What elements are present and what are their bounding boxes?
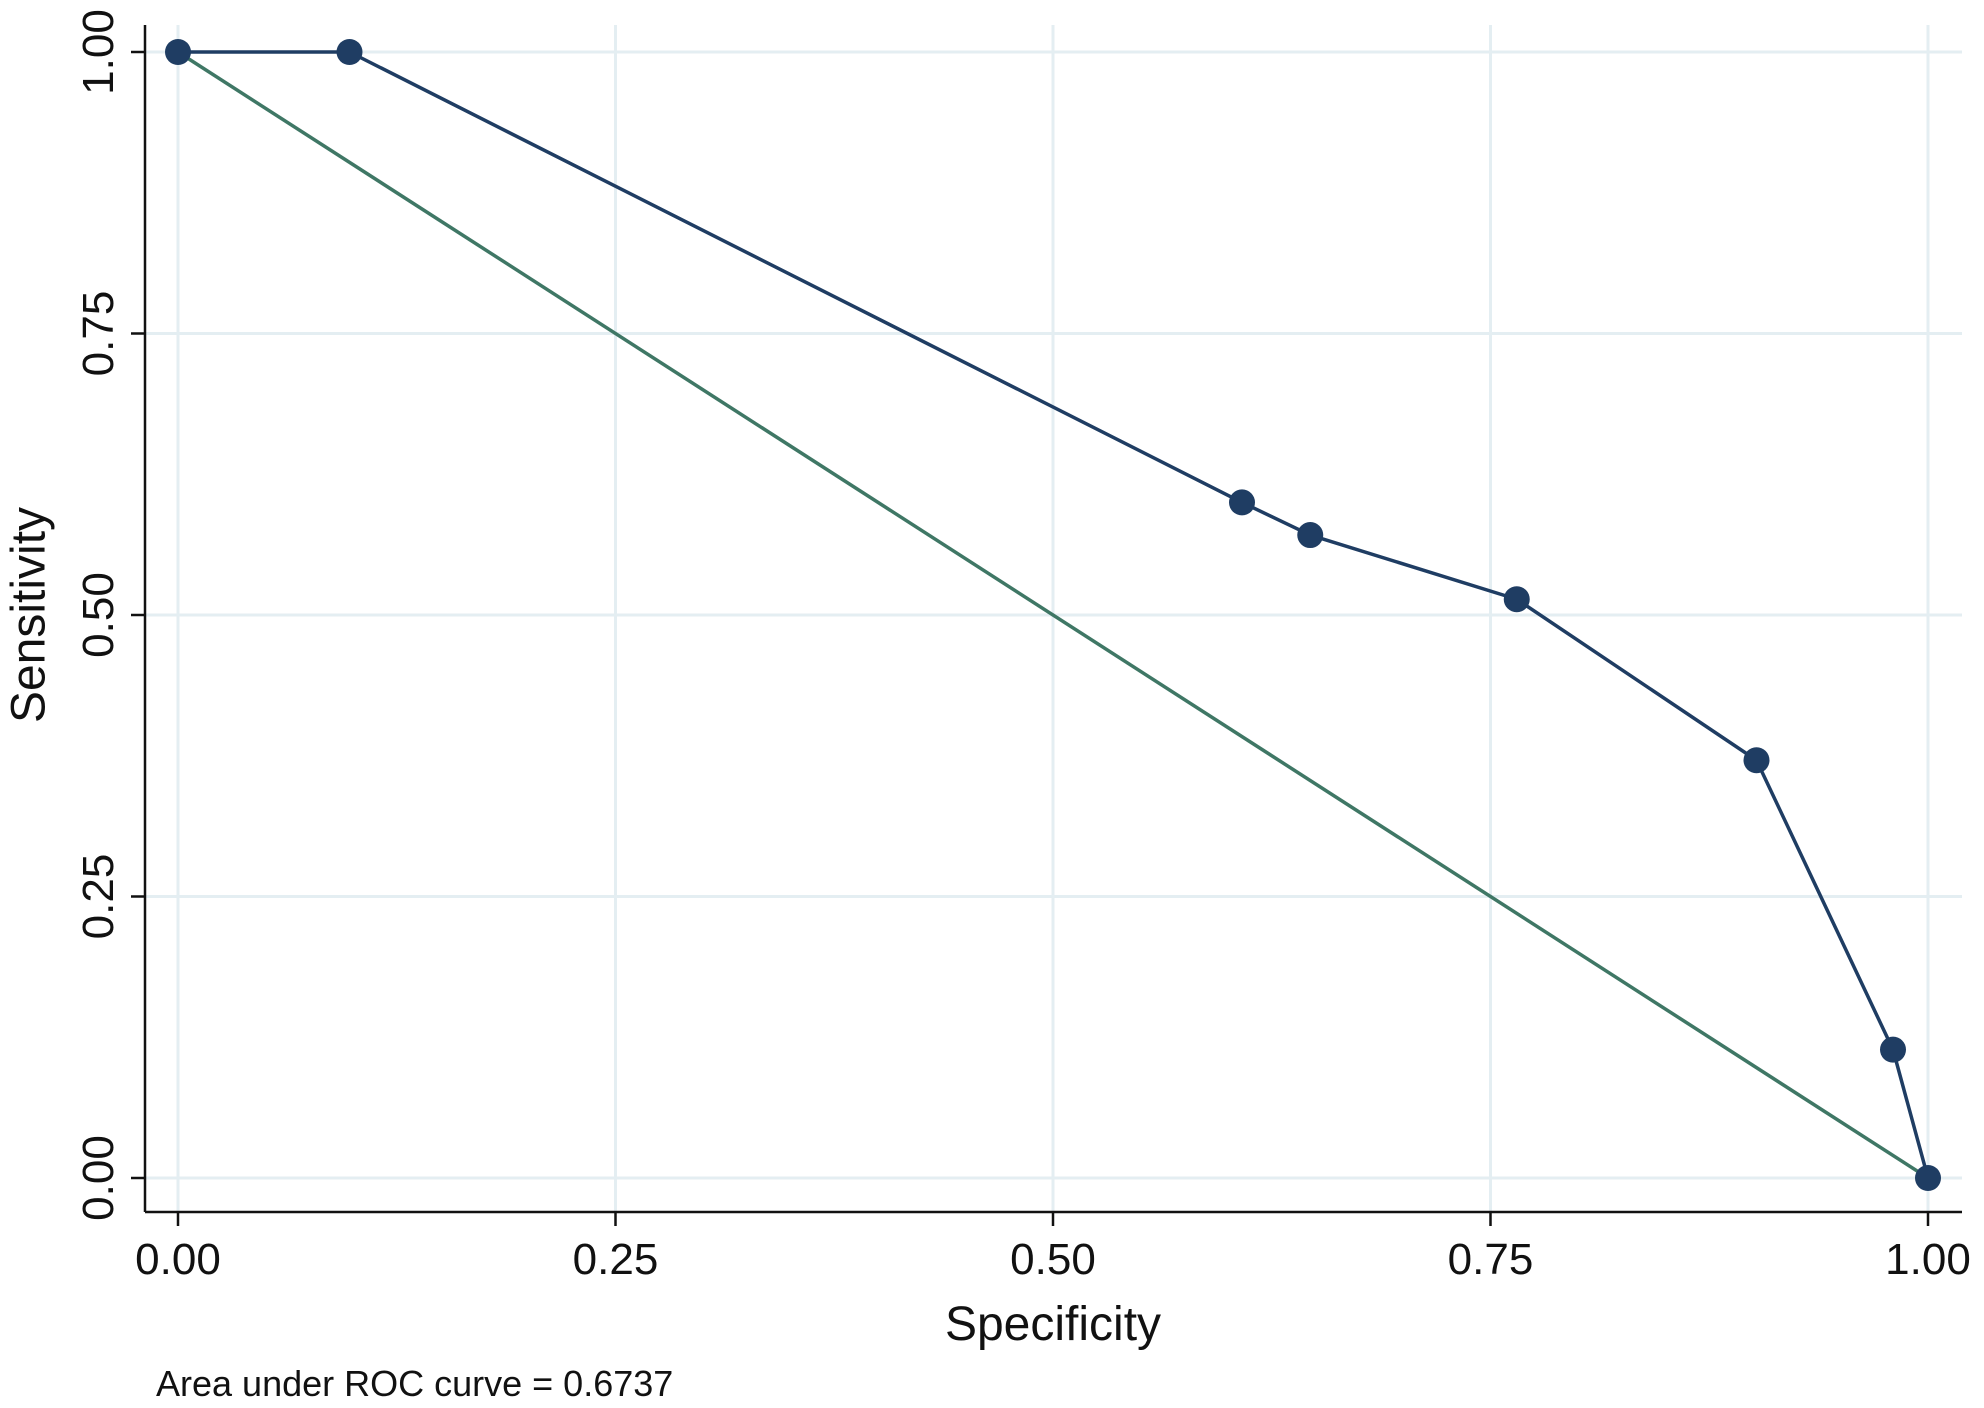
roc-point <box>1915 1165 1941 1191</box>
y-tick-label: 1.00 <box>74 9 123 95</box>
roc-point <box>1503 586 1530 613</box>
y-axis-title: Sensitivity <box>3 507 56 723</box>
roc-curve-line <box>178 50 1930 1179</box>
x-axis-ticks: 0.00 0.25 0.50 0.75 1.00 <box>135 1212 1971 1284</box>
y-tick-label: 0.75 <box>74 291 123 377</box>
roc-point <box>336 39 363 65</box>
grid-lines <box>145 25 1962 1212</box>
x-tick-label: 0.25 <box>573 1235 659 1284</box>
roc-point <box>1297 522 1324 549</box>
y-axis-ticks: 0.00 0.25 0.50 0.75 1.00 <box>74 9 145 1221</box>
y-tick-label: 0.00 <box>74 1135 123 1221</box>
auc-annotation: Area under ROC curve = 0.6737 <box>156 1363 673 1404</box>
x-tick-label: 0.75 <box>1448 1235 1534 1284</box>
roc-point <box>1743 747 1770 774</box>
x-tick-label: 1.00 <box>1885 1235 1971 1284</box>
y-tick-label: 0.50 <box>74 572 123 658</box>
y-tick-label: 0.25 <box>74 854 123 940</box>
roc-point <box>165 39 191 65</box>
x-tick-label: 0.50 <box>1010 1235 1096 1284</box>
reference-line <box>177 50 1929 1180</box>
roc-point <box>1880 1036 1906 1063</box>
x-tick-label: 0.00 <box>135 1235 221 1284</box>
series-layer <box>165 39 1941 1191</box>
x-axis-title: Specificity <box>945 1298 1161 1351</box>
roc-point <box>1229 489 1255 516</box>
